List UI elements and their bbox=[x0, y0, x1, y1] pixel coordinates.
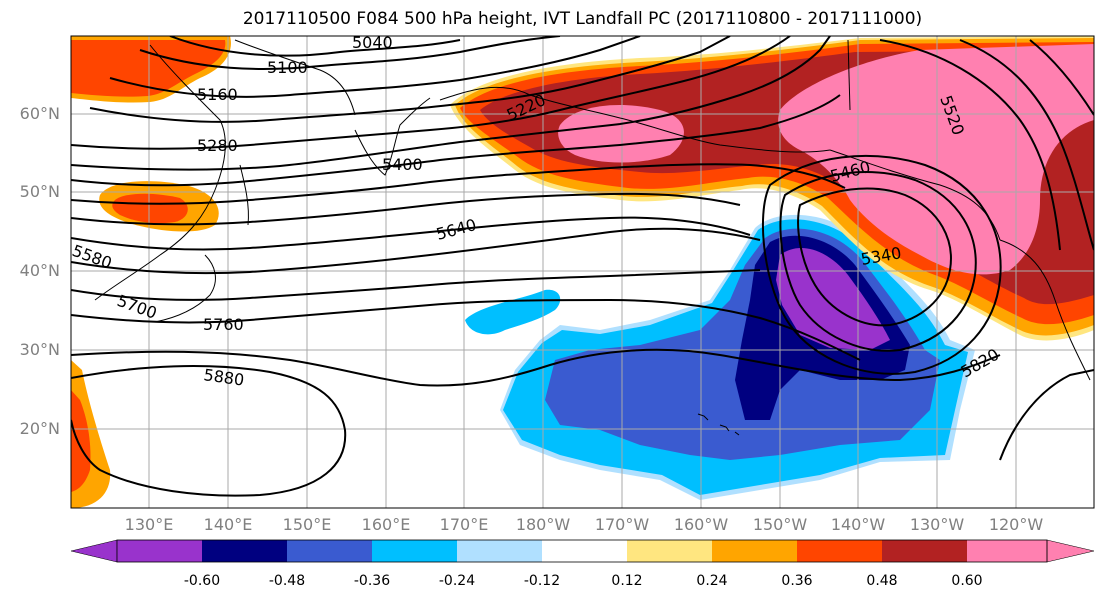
contour-label-5100: 5100 bbox=[267, 58, 308, 77]
colorbar-bin-10 bbox=[882, 540, 967, 562]
contour-5100 bbox=[139, 36, 561, 70]
contour-5220 bbox=[89, 36, 731, 123]
contour-east-1 bbox=[879, 39, 1061, 251]
colorbar-bin-5 bbox=[457, 540, 542, 562]
alaska-coast bbox=[439, 86, 831, 153]
contour-label-5760: 5760 bbox=[203, 315, 244, 334]
contour-label-5400: 5400 bbox=[382, 155, 423, 174]
lon-label-160w: 160°W bbox=[673, 515, 729, 534]
colorbar-tick-6: 0.12 bbox=[611, 573, 643, 589]
lon-label-140e: 140°E bbox=[203, 515, 253, 534]
contour-5580 bbox=[71, 216, 751, 251]
lon-label-140w: 140°W bbox=[830, 515, 886, 534]
colorbar-bin-2 bbox=[202, 540, 287, 562]
contour-5880-east bbox=[999, 369, 1094, 461]
lat-label-60n: 60°N bbox=[19, 104, 60, 123]
colorbar-tick-9: 0.48 bbox=[866, 573, 898, 589]
contour-5040 bbox=[169, 36, 461, 57]
colorbar bbox=[70, 539, 1095, 563]
lon-label-170w: 170°W bbox=[594, 515, 650, 534]
colorbar-bin-9 bbox=[797, 540, 882, 562]
japan-coast bbox=[154, 254, 216, 323]
colorbar-high-extend bbox=[1046, 539, 1095, 563]
colorbar-tick-5: -0.12 bbox=[523, 573, 561, 589]
contour-trough-1 bbox=[797, 187, 952, 327]
colorbar-low-extend bbox=[70, 539, 118, 563]
contour-east-2 bbox=[959, 39, 1094, 251]
contour-east-3 bbox=[1029, 39, 1094, 116]
colorbar-frame bbox=[116, 539, 1048, 563]
contour-5400 bbox=[71, 94, 841, 187]
hawaii-3 bbox=[734, 431, 740, 436]
colorbar-tick-8: 0.36 bbox=[781, 573, 813, 589]
figure-title: 2017110500 F084 500 hPa height, IVT Land… bbox=[242, 9, 923, 29]
sakhalin-coast bbox=[239, 164, 249, 226]
contour-trough-3 bbox=[761, 154, 1002, 375]
contour-5340 bbox=[71, 36, 831, 171]
colorbar-bin-8 bbox=[712, 540, 797, 562]
pos-sw-b bbox=[71, 390, 91, 492]
lon-label-150w: 150°W bbox=[752, 515, 808, 534]
contour-5760 bbox=[71, 298, 861, 361]
lon-label-130e: 130°E bbox=[124, 515, 174, 534]
map-plot-area: 5040 5100 5160 5220 5280 5340 5400 5460 … bbox=[71, 33, 1094, 508]
contour-5820 bbox=[71, 348, 1001, 387]
colorbar-tick-4: -0.24 bbox=[438, 573, 476, 589]
neg-level-5 bbox=[776, 247, 890, 350]
colorbar-bin-1 bbox=[117, 540, 202, 562]
lon-label-170e: 170°E bbox=[439, 515, 489, 534]
colorbar-bin-3 bbox=[287, 540, 372, 562]
pos-westpac-b bbox=[71, 40, 226, 97]
lon-label-150e: 150°E bbox=[282, 515, 332, 534]
colorbar-tick-3: -0.36 bbox=[353, 573, 391, 589]
colorbar-tick-2: -0.48 bbox=[268, 573, 306, 589]
colorbar-bin-6 bbox=[542, 540, 627, 562]
contour-label-5280: 5280 bbox=[197, 136, 238, 155]
positive-anomaly-shading bbox=[71, 36, 1094, 508]
lon-label-180w: 180°W bbox=[515, 515, 571, 534]
contour-label-5160: 5160 bbox=[197, 85, 238, 104]
west-coast-na bbox=[999, 239, 1091, 381]
contour-5460 bbox=[71, 163, 846, 205]
hawaii-1 bbox=[697, 413, 709, 421]
map-frame bbox=[70, 35, 1095, 509]
contour-trough-2 bbox=[779, 171, 977, 352]
lat-label-30n: 30°N bbox=[19, 340, 60, 359]
colorbar-bin-4 bbox=[372, 540, 457, 562]
colorbar-tick-7: 0.24 bbox=[696, 573, 728, 589]
contour-5160 bbox=[109, 36, 641, 98]
colorbar-tick-1: -0.60 bbox=[183, 573, 221, 589]
lat-label-20n: 20°N bbox=[19, 419, 60, 438]
lon-label-160e: 160°E bbox=[361, 515, 411, 534]
height-contours bbox=[71, 36, 1094, 497]
lat-label-40n: 40°N bbox=[19, 261, 60, 280]
contour-5520-west bbox=[71, 192, 741, 226]
contour-5280 bbox=[71, 36, 791, 150]
contour-label-5040: 5040 bbox=[352, 33, 393, 52]
contour-5880 bbox=[71, 365, 347, 497]
contour-labels: 5040 5100 5160 5220 5280 5340 5400 5460 … bbox=[71, 33, 1002, 390]
contour-5640 bbox=[71, 227, 761, 275]
colorbar-tick-10: 0.60 bbox=[951, 573, 983, 589]
bc-border bbox=[847, 39, 851, 111]
pos-level-5b bbox=[778, 44, 1094, 275]
gridlines bbox=[71, 36, 1094, 508]
lon-label-120w: 120°W bbox=[988, 515, 1044, 534]
hawaii-2 bbox=[719, 424, 730, 432]
pos-japan-sea-b bbox=[112, 193, 188, 224]
colorbar-bin-11 bbox=[967, 540, 1047, 562]
contour-5700 bbox=[71, 269, 761, 301]
okhotsk-coast bbox=[234, 39, 356, 116]
colorbar-bin-7 bbox=[627, 540, 712, 562]
lon-label-130w: 130°W bbox=[909, 515, 965, 534]
lat-label-50n: 50°N bbox=[19, 182, 60, 201]
